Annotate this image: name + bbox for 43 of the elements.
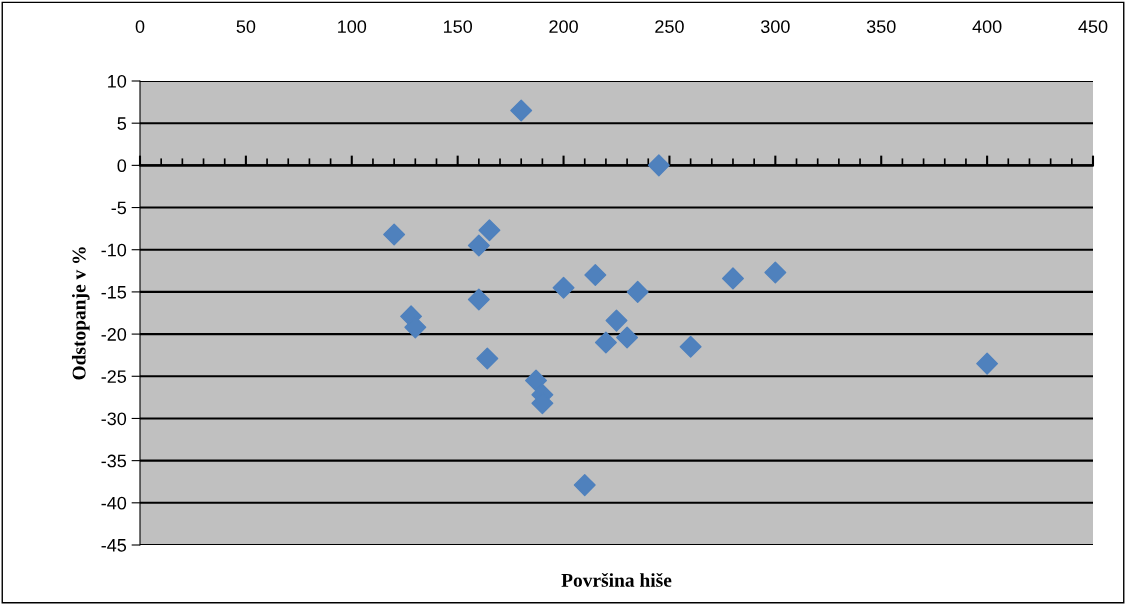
point (476, 347, 499, 370)
y-tick-label: -40 (101, 496, 127, 510)
point (679, 335, 702, 358)
y-tick-label: -20 (101, 328, 127, 341)
point (594, 331, 617, 354)
point (467, 234, 490, 257)
y-tick-label: -10 (101, 243, 127, 257)
x-tick-label: 450 (1078, 20, 1108, 33)
y-tick-label: -30 (101, 412, 127, 426)
x-tick-label: 0 (135, 20, 145, 33)
point (510, 99, 533, 122)
x-tick-label: 250 (655, 20, 684, 33)
point (626, 280, 649, 303)
point (552, 276, 575, 299)
y-tick-label: 5 (117, 117, 127, 130)
point (616, 326, 639, 349)
point (976, 352, 999, 375)
x-tick-label: 350 (866, 20, 896, 33)
y-tick-label: -5 (111, 201, 127, 215)
point (584, 264, 607, 287)
y-tick-label: -15 (101, 286, 127, 299)
x-tick-label: 300 (760, 20, 790, 33)
y-tick-label: -35 (101, 454, 127, 468)
x-tick-label: 200 (549, 20, 578, 33)
point (721, 267, 744, 290)
point (647, 154, 670, 177)
point (383, 223, 406, 246)
y-tick-label: -45 (101, 539, 127, 552)
x-tick-label: 150 (443, 20, 473, 33)
point (478, 219, 501, 242)
x-tick-label: 50 (236, 20, 256, 33)
point (573, 474, 596, 497)
y-axis-title: Odstopanje v % (71, 247, 90, 380)
point (605, 309, 628, 332)
point (525, 369, 548, 392)
x-tick-label: 400 (972, 20, 1002, 33)
point (467, 288, 490, 311)
point (764, 261, 787, 284)
y-tick-label: 0 (117, 159, 127, 173)
y-tick-label: -25 (101, 370, 127, 383)
y-tick-label: 10 (108, 74, 127, 88)
x-tick-label: 100 (338, 20, 367, 33)
x-axis-title: Površina hiše (561, 572, 672, 587)
